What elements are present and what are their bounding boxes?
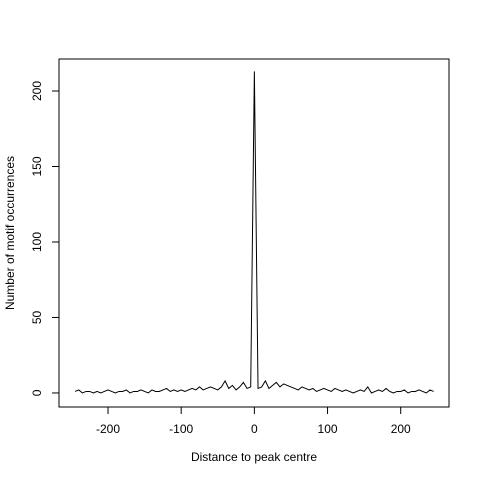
y-axis-label: Number of motif occurrences [3, 156, 17, 310]
y-tick-label: 50 [30, 310, 44, 324]
y-tick-label: 100 [30, 232, 44, 252]
x-axis-label: Distance to peak centre [191, 450, 317, 464]
x-tick-label: -100 [169, 422, 193, 436]
x-tick-label: -200 [96, 422, 120, 436]
x-tick-label: 0 [251, 422, 258, 436]
y-tick-label: 150 [30, 156, 44, 176]
y-tick-label: 200 [30, 81, 44, 101]
data-line [74, 71, 434, 394]
x-tick-label: 200 [391, 422, 411, 436]
x-tick-label: 100 [318, 422, 338, 436]
y-tick-label: 0 [30, 389, 44, 396]
